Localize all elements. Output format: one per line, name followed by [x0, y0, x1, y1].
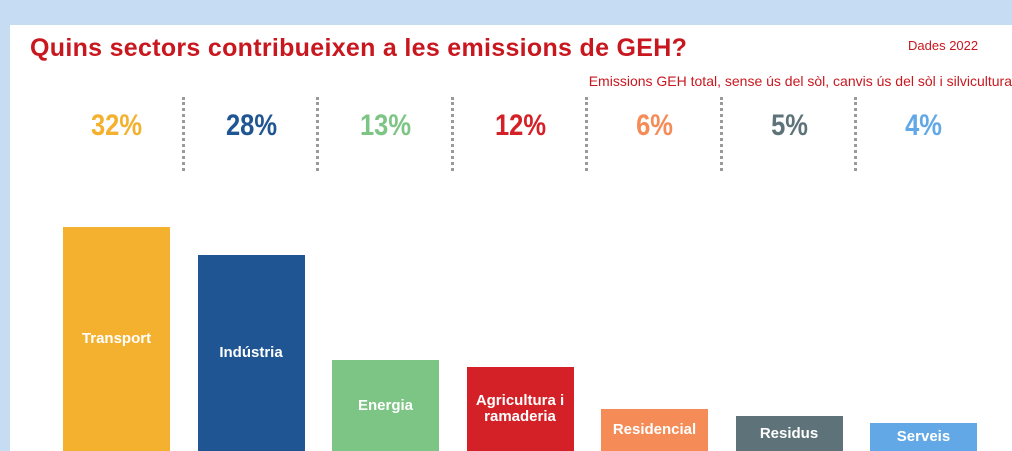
category-label: Energia	[352, 398, 419, 414]
category-label: Residus	[754, 426, 824, 442]
separator	[854, 97, 857, 171]
chart: Quins sectors contribueixen a les emissi…	[10, 25, 1012, 451]
bar: Residencial	[601, 409, 708, 451]
value-label: 5%	[744, 109, 835, 143]
bar: Transport	[63, 227, 170, 451]
subtitle: Emissions GEH total, sense ús del sòl, c…	[589, 73, 1012, 89]
value-label: 12%	[475, 109, 566, 143]
bar: Indústria	[198, 255, 305, 451]
category-label: Residencial	[607, 422, 702, 438]
category-label: Transport	[76, 331, 157, 347]
category-label: Agricultura i ramaderia	[467, 393, 574, 425]
category-label: Indústria	[213, 345, 288, 361]
page: {"chart_data": {"type": "bar", "title": …	[0, 0, 1012, 451]
bar: Residus	[736, 416, 843, 451]
separator	[720, 97, 723, 171]
value-label: 28%	[206, 109, 297, 143]
value-label: 4%	[878, 109, 969, 143]
separator	[182, 97, 185, 171]
chart-title: Quins sectors contribueixen a les emissi…	[30, 34, 687, 63]
value-label: 13%	[340, 109, 431, 143]
bar: Energia	[332, 360, 439, 451]
separator	[585, 97, 588, 171]
separator	[316, 97, 319, 171]
value-label: 32%	[71, 109, 162, 143]
note: Dades 2022	[908, 38, 978, 53]
separator	[451, 97, 454, 171]
value-label: 6%	[609, 109, 700, 143]
bar: Agricultura i ramaderia	[467, 367, 574, 451]
category-label: Serveis	[891, 429, 956, 445]
bar: Serveis	[870, 423, 977, 451]
